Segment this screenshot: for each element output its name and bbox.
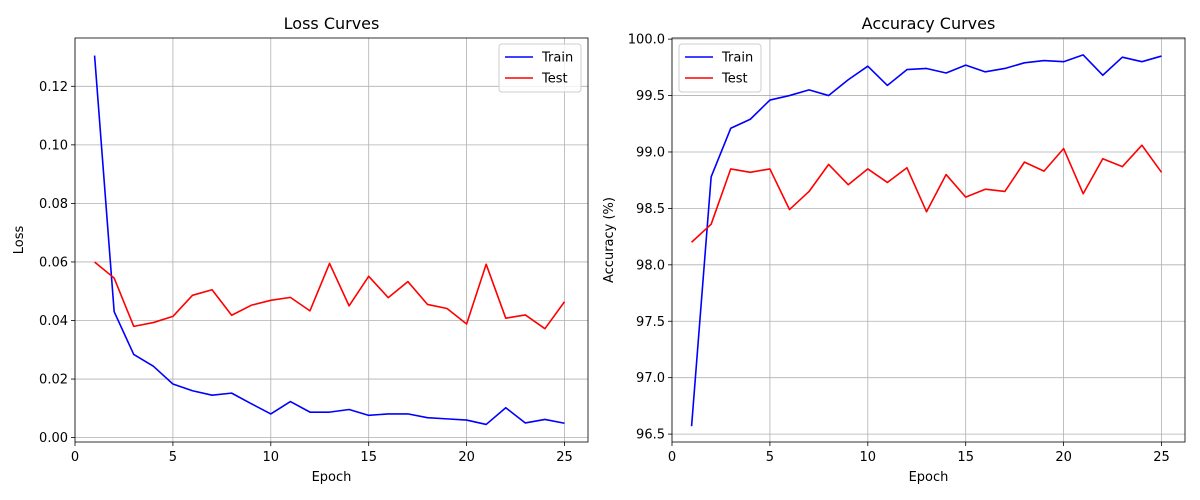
legend: Train Test (498, 43, 582, 93)
x-axis-label: Epoch (909, 470, 949, 485)
x-tick-label: 20 (1055, 450, 1072, 465)
legend-box (678, 43, 762, 93)
legend-label-train: Train (721, 51, 753, 66)
y-tick-label: 97.0 (636, 371, 665, 386)
y-tick-label: 0.06 (39, 255, 68, 270)
x-tick-label: 0 (668, 450, 676, 465)
x-tick-label: 10 (263, 450, 280, 465)
y-axis-label: Loss (12, 226, 27, 255)
series-line-test (94, 261, 566, 330)
y-tick-label: 0.08 (39, 197, 68, 212)
legend-label-train: Train (541, 51, 573, 66)
y-tick-label: 96.5 (636, 428, 665, 443)
y-tick-label: 98.0 (636, 258, 665, 273)
x-tick-label: 20 (458, 450, 475, 465)
y-tick-label: 100.0 (628, 33, 665, 48)
x-tick-label: 15 (957, 450, 974, 465)
series-line-train (93, 55, 565, 426)
x-tick-label: 0 (71, 450, 79, 465)
x-tick-label: 25 (1153, 450, 1170, 465)
chart-title: Loss Curves (284, 14, 380, 33)
y-tick-label: 99.5 (636, 89, 665, 104)
x-tick-label: 15 (360, 450, 377, 465)
series-line-train (690, 54, 1162, 427)
plot-frame (74, 37, 589, 443)
x-tick-label: 10 (860, 450, 877, 465)
series-line-test (691, 144, 1163, 243)
x-tick-label: 5 (766, 450, 774, 465)
legend-label-test: Test (541, 72, 568, 87)
chart-2: 0 5 10 15 20 25 96.5 97.0 97.5 98.0 98.5 99.0 99.5 10… (602, 14, 1186, 485)
x-tick-label: 25 (556, 450, 573, 465)
chart-title: Accuracy Curves (862, 14, 996, 33)
y-tick-label: 0.12 (39, 80, 68, 95)
y-tick-label: 99.0 (636, 145, 665, 160)
chart-1: 0 5 10 15 20 25 0.00 0.02 0.04 0.06 0.08 0.10 0.12 Lo… (12, 14, 589, 485)
y-tick-label: 0.00 (39, 431, 68, 446)
legend-label-test: Test (721, 72, 748, 87)
y-tick-label: 0.02 (39, 373, 68, 388)
plot-frame (671, 37, 1186, 443)
y-axis-label: Accuracy (%) (602, 197, 617, 283)
x-tick-label: 5 (169, 450, 177, 465)
y-tick-label: 98.5 (636, 202, 665, 217)
legend-box (498, 43, 582, 93)
y-tick-label: 0.04 (39, 314, 68, 329)
legend: Train Test (678, 43, 762, 93)
y-tick-label: 97.5 (636, 315, 665, 330)
y-tick-label: 0.10 (39, 138, 68, 153)
x-axis-label: Epoch (312, 470, 352, 485)
